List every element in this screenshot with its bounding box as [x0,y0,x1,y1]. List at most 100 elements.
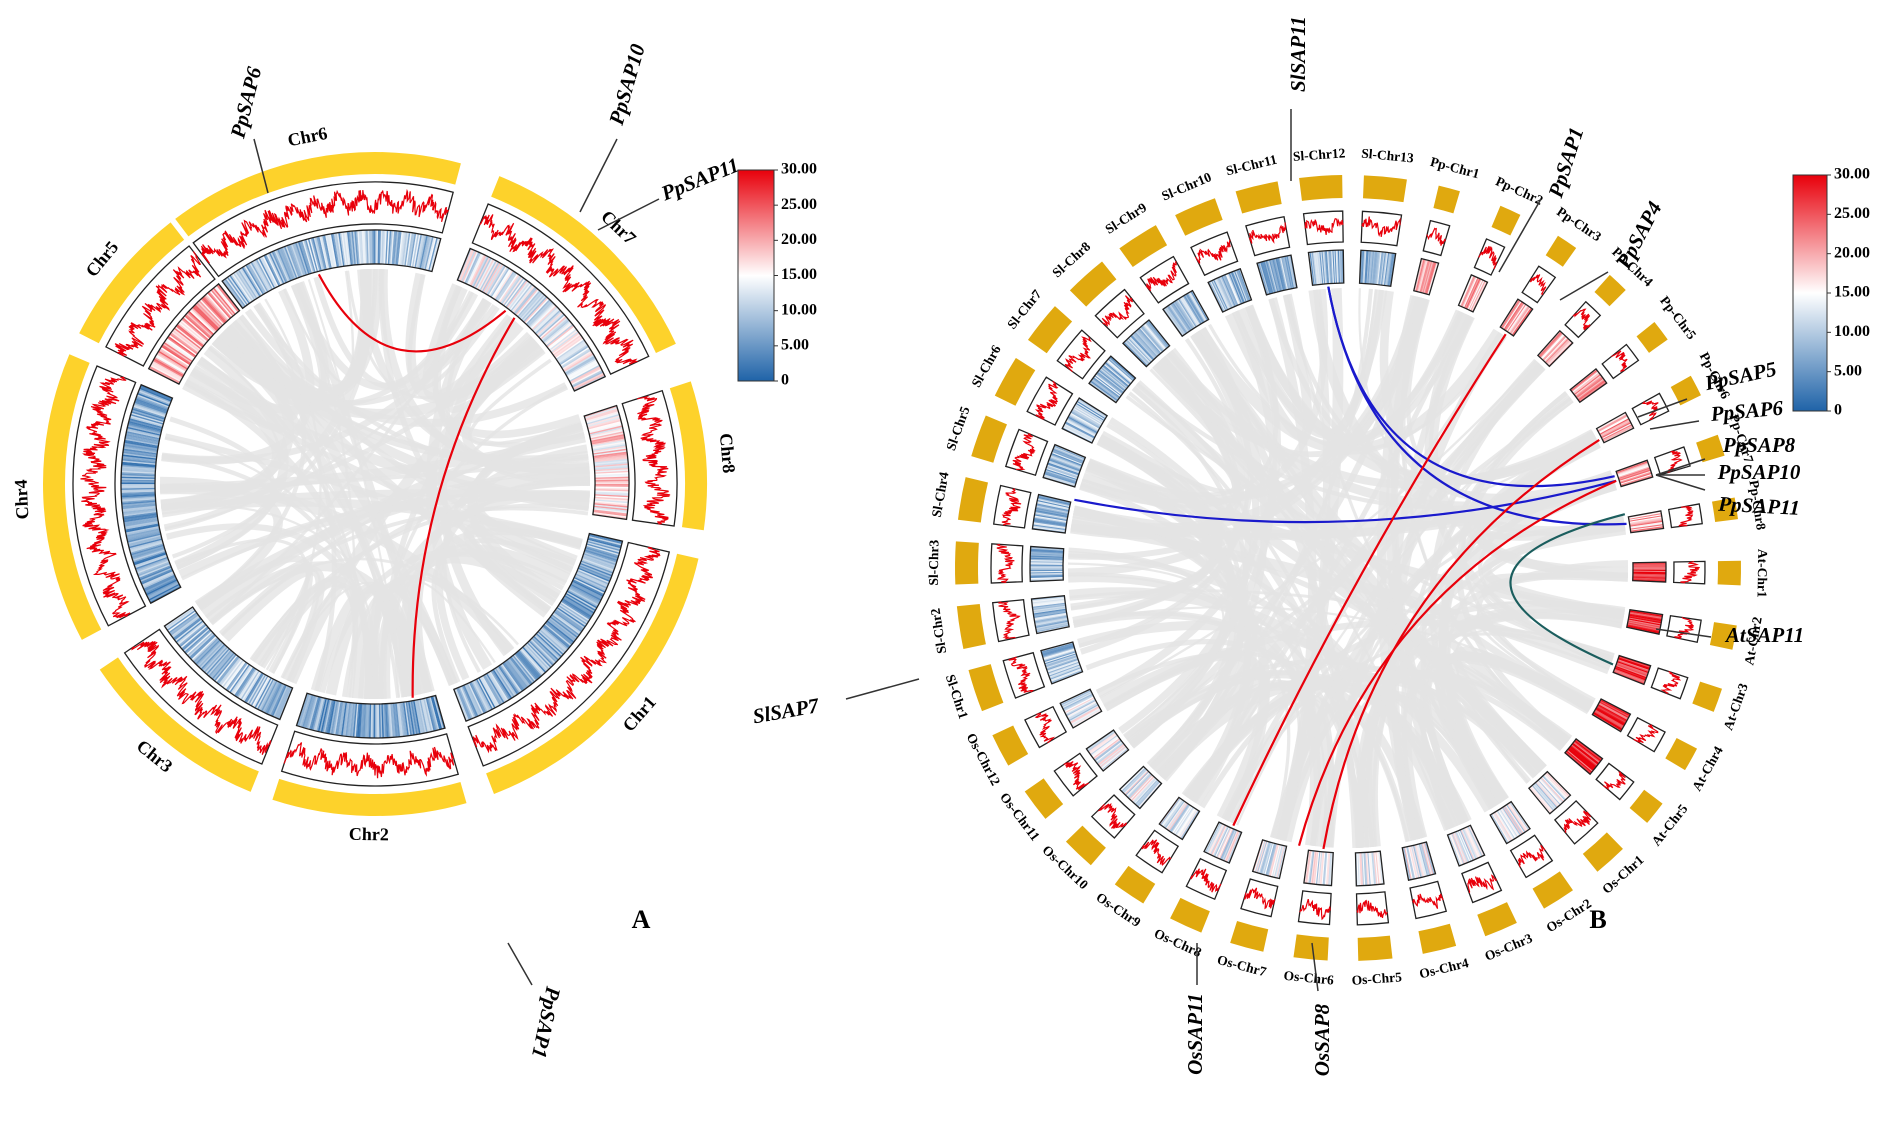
heatmap-cell [410,700,418,735]
heatmap-cell [579,562,613,577]
heatmap-cell [430,696,441,730]
chromosome-band [1696,434,1725,463]
line-track-frame [467,541,671,767]
heatmap-cell [456,687,471,721]
heatmap-frame [1088,355,1137,404]
heatmap-cell [172,617,201,640]
heatmap-cell [307,696,319,730]
heatmap-cell [1285,255,1294,289]
heatmap-frame [1499,298,1534,337]
heatmap-cell [1511,307,1532,336]
heatmap-cell [251,676,270,707]
heatmap-cell [1333,250,1337,284]
heatmap-frame [1595,411,1635,444]
heatmap-cell [1103,363,1130,386]
heatmap-cell [1071,708,1101,726]
heatmap-cell [169,333,198,355]
heatmap-cell [1172,805,1192,835]
heatmap-cell [1144,322,1167,349]
heatmap-cell [514,287,538,315]
heatmap-cell [246,263,266,295]
heatmap-cell [141,569,173,585]
heatmap-cell [1281,256,1290,290]
heatmap-cell [1169,803,1189,832]
heatmap-cell [529,639,555,665]
heatmap-cell [352,703,358,738]
heatmap-cell [323,234,332,269]
heatmap-cell [1124,770,1149,795]
heatmap-cell [191,307,217,333]
heatmap-cell [1359,852,1362,886]
heatmap-cell [1067,701,1097,719]
heatmap-cell [1470,280,1486,312]
heatmap-cell [1630,525,1664,531]
heatmap-cell [1358,852,1361,886]
heatmap-cell [1548,341,1573,366]
heatmap-cell [1414,258,1424,292]
heatmap-cell [271,251,287,284]
heatmap-cell [250,261,269,293]
heatmap-cell [497,665,519,695]
heatmap-cell [1506,803,1527,833]
heatmap-cell [562,598,592,618]
heatmap-cell [1570,745,1598,767]
heatmap-cell [1602,424,1633,441]
heatmap-cell [1383,252,1390,286]
heatmap-cell [1270,844,1280,877]
heatmap-cell [1287,255,1296,289]
heatmap-frame [456,247,607,392]
heatmap-cell [423,698,433,732]
heatmap-cell [1099,368,1126,391]
heatmap-cell [1310,850,1316,884]
heatmap-cell [564,355,596,375]
heatmap-cell [202,645,227,672]
heatmap-cell [1363,852,1367,886]
heatmap-cell [572,371,604,388]
heatmap-cell [1318,251,1323,285]
heatmap-cell [210,289,234,317]
heatmap-cell [594,495,629,499]
heatmap-cell [183,628,210,652]
heatmap-cell [320,698,330,733]
heatmap-cell [1187,292,1206,322]
heatmap-cell [1212,279,1228,311]
heatmap-cell [319,698,329,733]
heatmap-cell [1174,300,1194,330]
heatmap-cell [572,579,604,596]
heatmap-cell [1573,374,1601,396]
density-line [1426,227,1446,246]
heatmap-cell [1047,462,1080,475]
heatmap-cell [1309,850,1315,884]
heatmap-cell [123,449,157,456]
heatmap-frame [147,282,241,385]
heatmap-cell [590,434,625,443]
chromosome-band [994,357,1036,406]
chromosome-band [1357,935,1393,961]
heatmap-cell [1334,250,1338,284]
heatmap-cell [121,476,156,479]
heatmap-cell [1167,305,1188,334]
heatmap-cell [1129,336,1154,361]
heatmap-cell [242,671,262,702]
heatmap-cell [592,447,627,454]
heatmap-cell [1340,250,1343,284]
heatmap-cell [1213,826,1229,857]
heatmap-cell [1032,523,1066,529]
heatmap-cell [169,613,198,635]
heatmap-cell [1104,361,1131,385]
heatmap-cell [1073,405,1104,424]
heatmap-cell [1448,834,1462,866]
heatmap-cell [1360,852,1363,886]
heatmap-cell [1507,803,1528,832]
heatmap-cell [1130,776,1155,802]
heatmap-cell [1366,852,1370,886]
heatmap-cell [1629,518,1663,525]
heatmap-cell [1034,616,1068,624]
heatmap-cell [309,696,320,730]
heatmap-cell [556,607,586,628]
heatmap-cell [1105,361,1132,384]
heatmap-cell [1282,256,1291,290]
heatmap-cell [1632,573,1666,576]
heatmap-cell [1091,736,1119,757]
heatmap-cell [1415,259,1425,292]
